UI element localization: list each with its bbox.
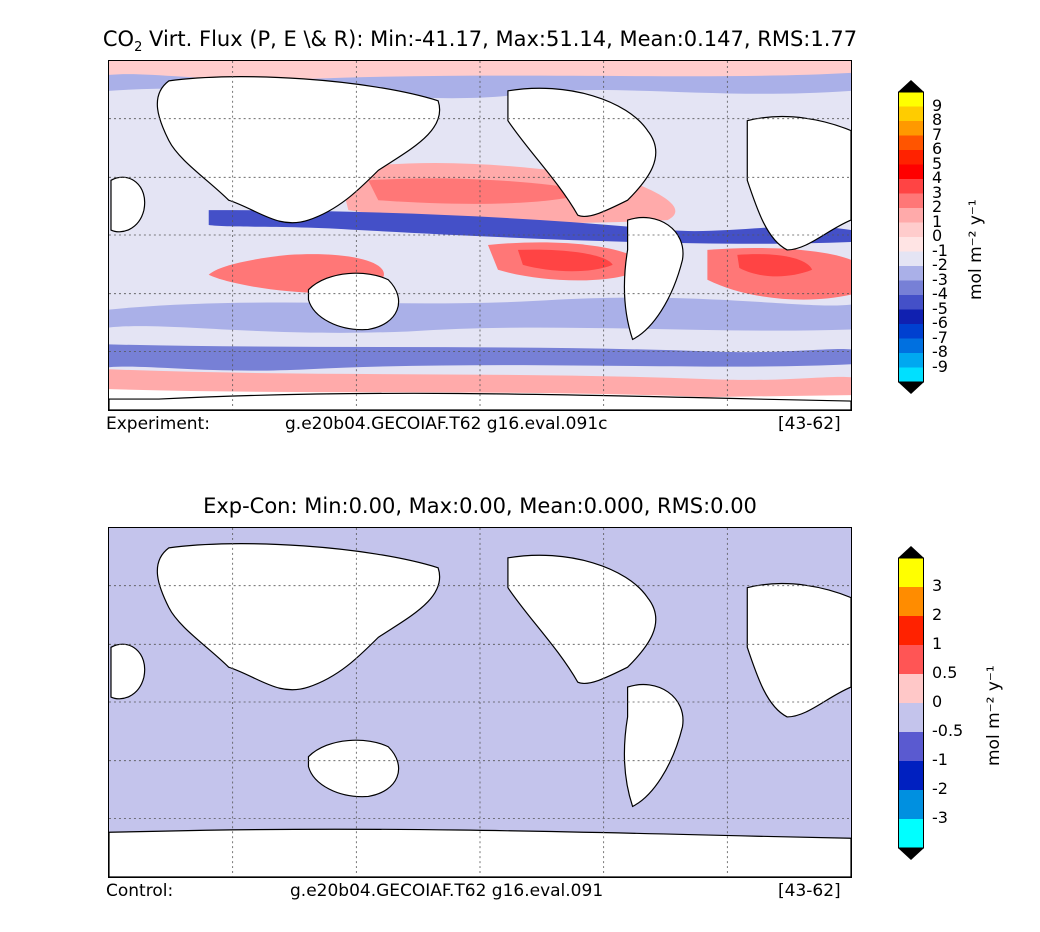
panel1-colorbar-extend-max — [898, 80, 924, 92]
panel1-colorbar-tick-label: -6 — [932, 313, 948, 332]
panel2-colorbar-extend-min — [898, 848, 924, 860]
panel1-footer-years: [43-62] — [778, 414, 841, 434]
panel2-colorbar-segment — [898, 587, 924, 617]
panel1-colorbar-tick-label: 7 — [932, 124, 943, 144]
panel1-colorbar-tick-label: -8 — [932, 342, 948, 361]
panel2-footer-case: g.e20b04.GECOIAF.T62 g16.eval.091 — [290, 881, 604, 901]
panel1-colorbar-segment — [898, 367, 924, 383]
panel1-colorbar-segment — [898, 150, 924, 165]
panel1-colorbar-segment — [898, 179, 924, 194]
panel1-title-prefix: CO — [102, 27, 135, 51]
panel1-colorbar-tick-label: -5 — [932, 298, 948, 318]
panel2-footer-years: [43-62] — [778, 881, 841, 901]
panel2-colorbar-svg — [898, 546, 924, 860]
panel1-colorbar-segment — [898, 208, 924, 223]
panel2-colorbar-tick-label: -0.5 — [932, 721, 964, 740]
panel1-colorbar-segment — [898, 309, 924, 325]
panel1-footer-case: g.e20b04.GECOIAF.T62 g16.eval.091c — [285, 414, 608, 434]
panel1-colorbar-segment — [898, 92, 924, 107]
panel2-colorbar-tick-label: 3 — [932, 576, 943, 595]
panel1-colorbar-tick-label: 5 — [932, 153, 943, 173]
panel1-colorbar-tick-label: 6 — [932, 139, 943, 158]
panel2-colorbar-tick-label: 1 — [932, 634, 943, 653]
panel1-colorbar-tick-label: -1 — [932, 240, 948, 260]
panel2-colorbar-tick-label: -1 — [932, 750, 948, 769]
panel1-title-sub: 2 — [134, 40, 143, 56]
panel2-colorbar-tick-label: -2 — [932, 779, 948, 798]
panel1-colorbar-segment — [898, 266, 924, 281]
panel1-colorbar-tick-label: 8 — [932, 110, 943, 129]
panel1-title: CO2 Virt. Flux (P, E \& R): Min:-41.17, … — [0, 27, 960, 55]
panel2-colorbar-segment — [898, 703, 924, 733]
panel1-title-rest: Virt. Flux (P, E \& R): Min:-41.17, Max:… — [142, 27, 858, 51]
panel2-colorbar-segment — [898, 645, 924, 675]
panel1-colorbar-segment — [898, 193, 924, 209]
panel1-colorbar — [898, 80, 924, 394]
panel2-colorbar-units: mol m⁻² y⁻¹ — [984, 665, 1004, 766]
panel2-colorbar-extend-max — [898, 546, 924, 558]
panel2-colorbar-tick-label: 2 — [932, 605, 943, 624]
panel2-colorbar-segment — [898, 732, 924, 762]
panel1-colorbar-tick-label: -4 — [932, 284, 948, 303]
panel2-colorbar-segment — [898, 616, 924, 646]
panel1-colorbar-svg — [898, 80, 924, 394]
panel1-colorbar-tick-label: 0 — [932, 226, 943, 245]
panel2-footer-label: Control: — [106, 881, 174, 901]
panel1-colorbar-tick-label: 2 — [932, 197, 943, 216]
panel1-colorbar-segment — [898, 135, 924, 151]
panel1-colorbar-tick-label: -2 — [932, 255, 948, 274]
panel2-colorbar-segment — [898, 790, 924, 820]
panel2-colorbar-tick-label: 0 — [932, 692, 943, 711]
panel1-colorbar-segment — [898, 280, 924, 296]
panel1-colorbar-segment — [898, 251, 924, 267]
panel1-colorbar-tick-label: -7 — [932, 327, 948, 347]
panel2-title: Exp-Con: Min:0.00, Max:0.00, Mean:0.000,… — [203, 494, 757, 518]
experiment-map — [108, 60, 852, 411]
panel1-colorbar-tick-label: -3 — [932, 269, 948, 289]
panel2-colorbar-segment — [898, 819, 924, 849]
panel1-footer-label: Experiment: — [106, 414, 210, 434]
panel1-colorbar-segment — [898, 295, 924, 310]
control-diff-map — [108, 527, 852, 878]
panel1-colorbar-segment — [898, 237, 924, 252]
panel1-colorbar-extend-min — [898, 382, 924, 394]
panel1-colorbar-units: mol m⁻² y⁻¹ — [966, 199, 986, 300]
experiment-map-svg — [109, 61, 851, 410]
panel2-colorbar-tick-label: 0.5 — [932, 663, 958, 682]
panel1-colorbar-segment — [898, 121, 924, 136]
panel1-colorbar-tick-label: 1 — [932, 211, 943, 231]
panel1-colorbar-tick-label: -9 — [932, 356, 948, 376]
panel2-colorbar-segment — [898, 674, 924, 704]
panel1-colorbar-tick-label: 3 — [932, 182, 943, 202]
panel1-colorbar-segment — [898, 353, 924, 368]
panel2-colorbar-segment — [898, 558, 924, 588]
panel1-colorbar-segment — [898, 338, 924, 354]
panel1-colorbar-segment — [898, 222, 924, 238]
panel1-colorbar-segment — [898, 106, 924, 122]
panel1-colorbar-tick-label: 9 — [932, 95, 943, 115]
panel2-colorbar-tick-label: -3 — [932, 808, 948, 827]
control-diff-map-svg — [109, 528, 851, 877]
panel1-colorbar-segment — [898, 324, 924, 339]
panel1-colorbar-segment — [898, 164, 924, 180]
panel2-colorbar-segment — [898, 761, 924, 791]
panel2-colorbar — [898, 546, 924, 860]
panel1-colorbar-tick-label: 4 — [932, 168, 943, 187]
